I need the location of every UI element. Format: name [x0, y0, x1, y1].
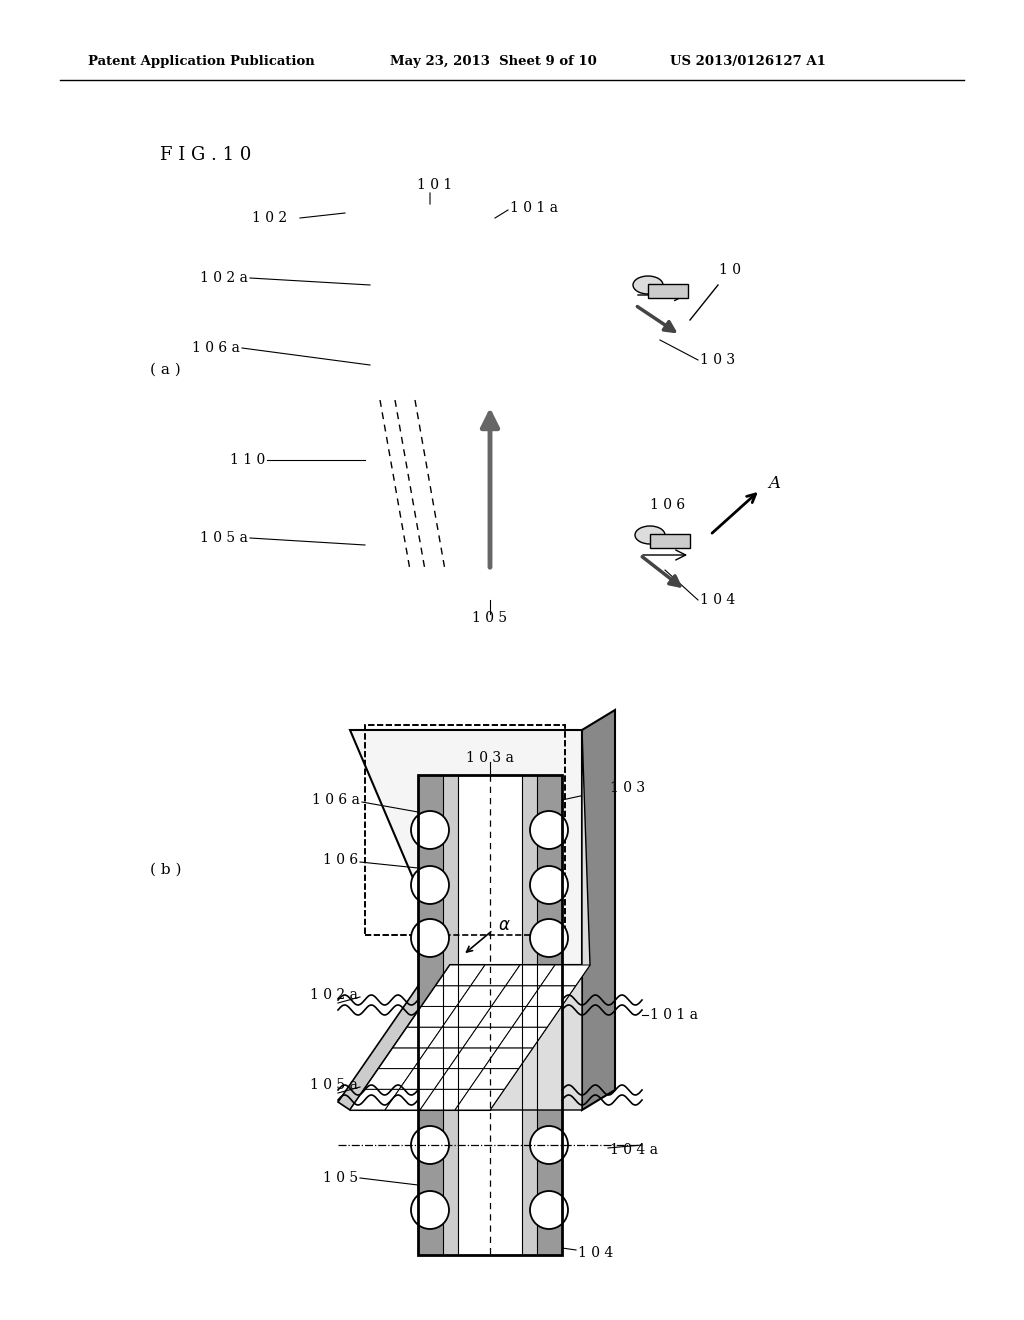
Text: 1 0 3: 1 0 3 — [700, 352, 735, 367]
Polygon shape — [526, 986, 575, 1006]
Polygon shape — [350, 730, 590, 965]
Circle shape — [530, 866, 568, 904]
Bar — [418, 775, 562, 1255]
Text: US 2013/0126127 A1: US 2013/0126127 A1 — [670, 55, 826, 69]
Text: 1 0 6: 1 0 6 — [323, 853, 358, 867]
Polygon shape — [582, 710, 615, 1110]
Polygon shape — [455, 1089, 504, 1110]
Text: 1 0 1 a: 1 0 1 a — [510, 201, 558, 215]
Ellipse shape — [633, 276, 663, 294]
Text: May 23, 2013  Sheet 9 of 10: May 23, 2013 Sheet 9 of 10 — [390, 55, 597, 69]
Polygon shape — [414, 1048, 463, 1069]
Text: A: A — [768, 474, 780, 491]
Polygon shape — [350, 965, 590, 1110]
Text: 1 0 5: 1 0 5 — [323, 1171, 358, 1185]
Circle shape — [530, 810, 568, 849]
Polygon shape — [408, 1006, 457, 1027]
Text: 1 0 3: 1 0 3 — [610, 781, 645, 795]
Circle shape — [411, 1191, 449, 1229]
Text: 1 0 4: 1 0 4 — [578, 1246, 613, 1261]
Text: 1 0 6 a: 1 0 6 a — [312, 793, 360, 807]
Text: 1 0 5: 1 0 5 — [472, 611, 508, 624]
Circle shape — [411, 810, 449, 849]
Text: 1 0 2 a: 1 0 2 a — [200, 271, 248, 285]
Polygon shape — [379, 1048, 428, 1069]
Polygon shape — [393, 1027, 442, 1048]
Polygon shape — [457, 986, 506, 1006]
Text: 1 0 2 a: 1 0 2 a — [310, 987, 358, 1002]
Polygon shape — [385, 1089, 434, 1110]
Bar — [537, 775, 562, 1255]
Polygon shape — [399, 1069, 449, 1089]
Text: ( b ): ( b ) — [150, 863, 181, 876]
Circle shape — [530, 1126, 568, 1164]
Text: 1 0 3 a: 1 0 3 a — [466, 751, 514, 766]
Circle shape — [411, 866, 449, 904]
Text: ( a ): ( a ) — [150, 363, 181, 378]
Polygon shape — [338, 957, 450, 1110]
Polygon shape — [471, 965, 520, 986]
Polygon shape — [512, 1006, 561, 1027]
Circle shape — [411, 919, 449, 957]
Text: Patent Application Publication: Patent Application Publication — [88, 55, 314, 69]
Bar — [522, 775, 537, 1255]
Text: $\alpha$: $\alpha$ — [498, 916, 511, 933]
Text: 1 0 6: 1 0 6 — [650, 498, 685, 512]
Circle shape — [530, 919, 568, 957]
Polygon shape — [469, 1069, 518, 1089]
Polygon shape — [422, 986, 471, 1006]
Polygon shape — [506, 965, 555, 986]
Text: 1 0 1: 1 0 1 — [418, 178, 453, 191]
Text: 1 0 1 a: 1 0 1 a — [650, 1008, 698, 1022]
Circle shape — [530, 1191, 568, 1229]
Polygon shape — [477, 1006, 526, 1027]
Text: 1 0 6 a: 1 0 6 a — [193, 341, 240, 355]
Text: 1 1 0: 1 1 0 — [229, 453, 265, 467]
Text: 1 0 5 a: 1 0 5 a — [310, 1078, 358, 1092]
Polygon shape — [541, 965, 590, 986]
Bar — [648, 284, 688, 298]
Polygon shape — [490, 730, 590, 1110]
Ellipse shape — [635, 525, 665, 544]
Bar — [418, 775, 562, 1255]
Text: 1 0 4 a: 1 0 4 a — [610, 1143, 658, 1158]
Bar — [458, 775, 522, 1255]
Polygon shape — [498, 1027, 547, 1048]
Polygon shape — [428, 1027, 477, 1048]
Text: 1 0 4: 1 0 4 — [700, 593, 735, 607]
Bar — [650, 535, 690, 548]
Circle shape — [411, 1126, 449, 1164]
Polygon shape — [483, 1048, 532, 1069]
Polygon shape — [420, 1089, 469, 1110]
Text: 1 0 5 a: 1 0 5 a — [200, 531, 248, 545]
Text: 1 0: 1 0 — [719, 263, 741, 277]
Polygon shape — [442, 1006, 492, 1027]
Bar — [418, 775, 443, 1255]
Polygon shape — [434, 1069, 483, 1089]
Polygon shape — [463, 1027, 512, 1048]
Polygon shape — [350, 1089, 399, 1110]
Bar — [443, 775, 458, 1255]
Text: F I G . 1 0: F I G . 1 0 — [160, 147, 251, 164]
Text: 1 0 2: 1 0 2 — [253, 211, 288, 224]
Polygon shape — [492, 986, 541, 1006]
Polygon shape — [365, 1069, 414, 1089]
Polygon shape — [436, 965, 485, 986]
Polygon shape — [449, 1048, 498, 1069]
